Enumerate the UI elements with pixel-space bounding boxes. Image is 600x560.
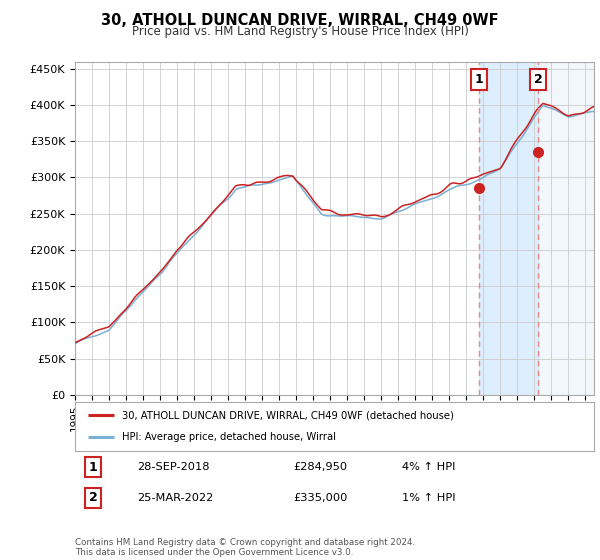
Text: £335,000: £335,000: [293, 493, 347, 503]
Text: Contains HM Land Registry data © Crown copyright and database right 2024.
This d: Contains HM Land Registry data © Crown c…: [75, 538, 415, 557]
Text: 2: 2: [89, 491, 98, 504]
Text: 1% ↑ HPI: 1% ↑ HPI: [402, 493, 455, 503]
Text: 28-SEP-2018: 28-SEP-2018: [137, 462, 210, 472]
Text: 30, ATHOLL DUNCAN DRIVE, WIRRAL, CH49 0WF: 30, ATHOLL DUNCAN DRIVE, WIRRAL, CH49 0W…: [101, 13, 499, 28]
Text: 4% ↑ HPI: 4% ↑ HPI: [402, 462, 455, 472]
Text: 30, ATHOLL DUNCAN DRIVE, WIRRAL, CH49 0WF (detached house): 30, ATHOLL DUNCAN DRIVE, WIRRAL, CH49 0W…: [122, 410, 454, 421]
Text: 25-MAR-2022: 25-MAR-2022: [137, 493, 214, 503]
Bar: [538, 62, 594, 395]
Text: £284,950: £284,950: [293, 462, 347, 472]
Text: Price paid vs. HM Land Registry's House Price Index (HPI): Price paid vs. HM Land Registry's House …: [131, 25, 469, 38]
Text: 1: 1: [475, 73, 484, 86]
Text: HPI: Average price, detached house, Wirral: HPI: Average price, detached house, Wirr…: [122, 432, 336, 442]
Text: 1: 1: [89, 461, 98, 474]
Bar: [479, 62, 538, 395]
Text: 2: 2: [534, 73, 543, 86]
